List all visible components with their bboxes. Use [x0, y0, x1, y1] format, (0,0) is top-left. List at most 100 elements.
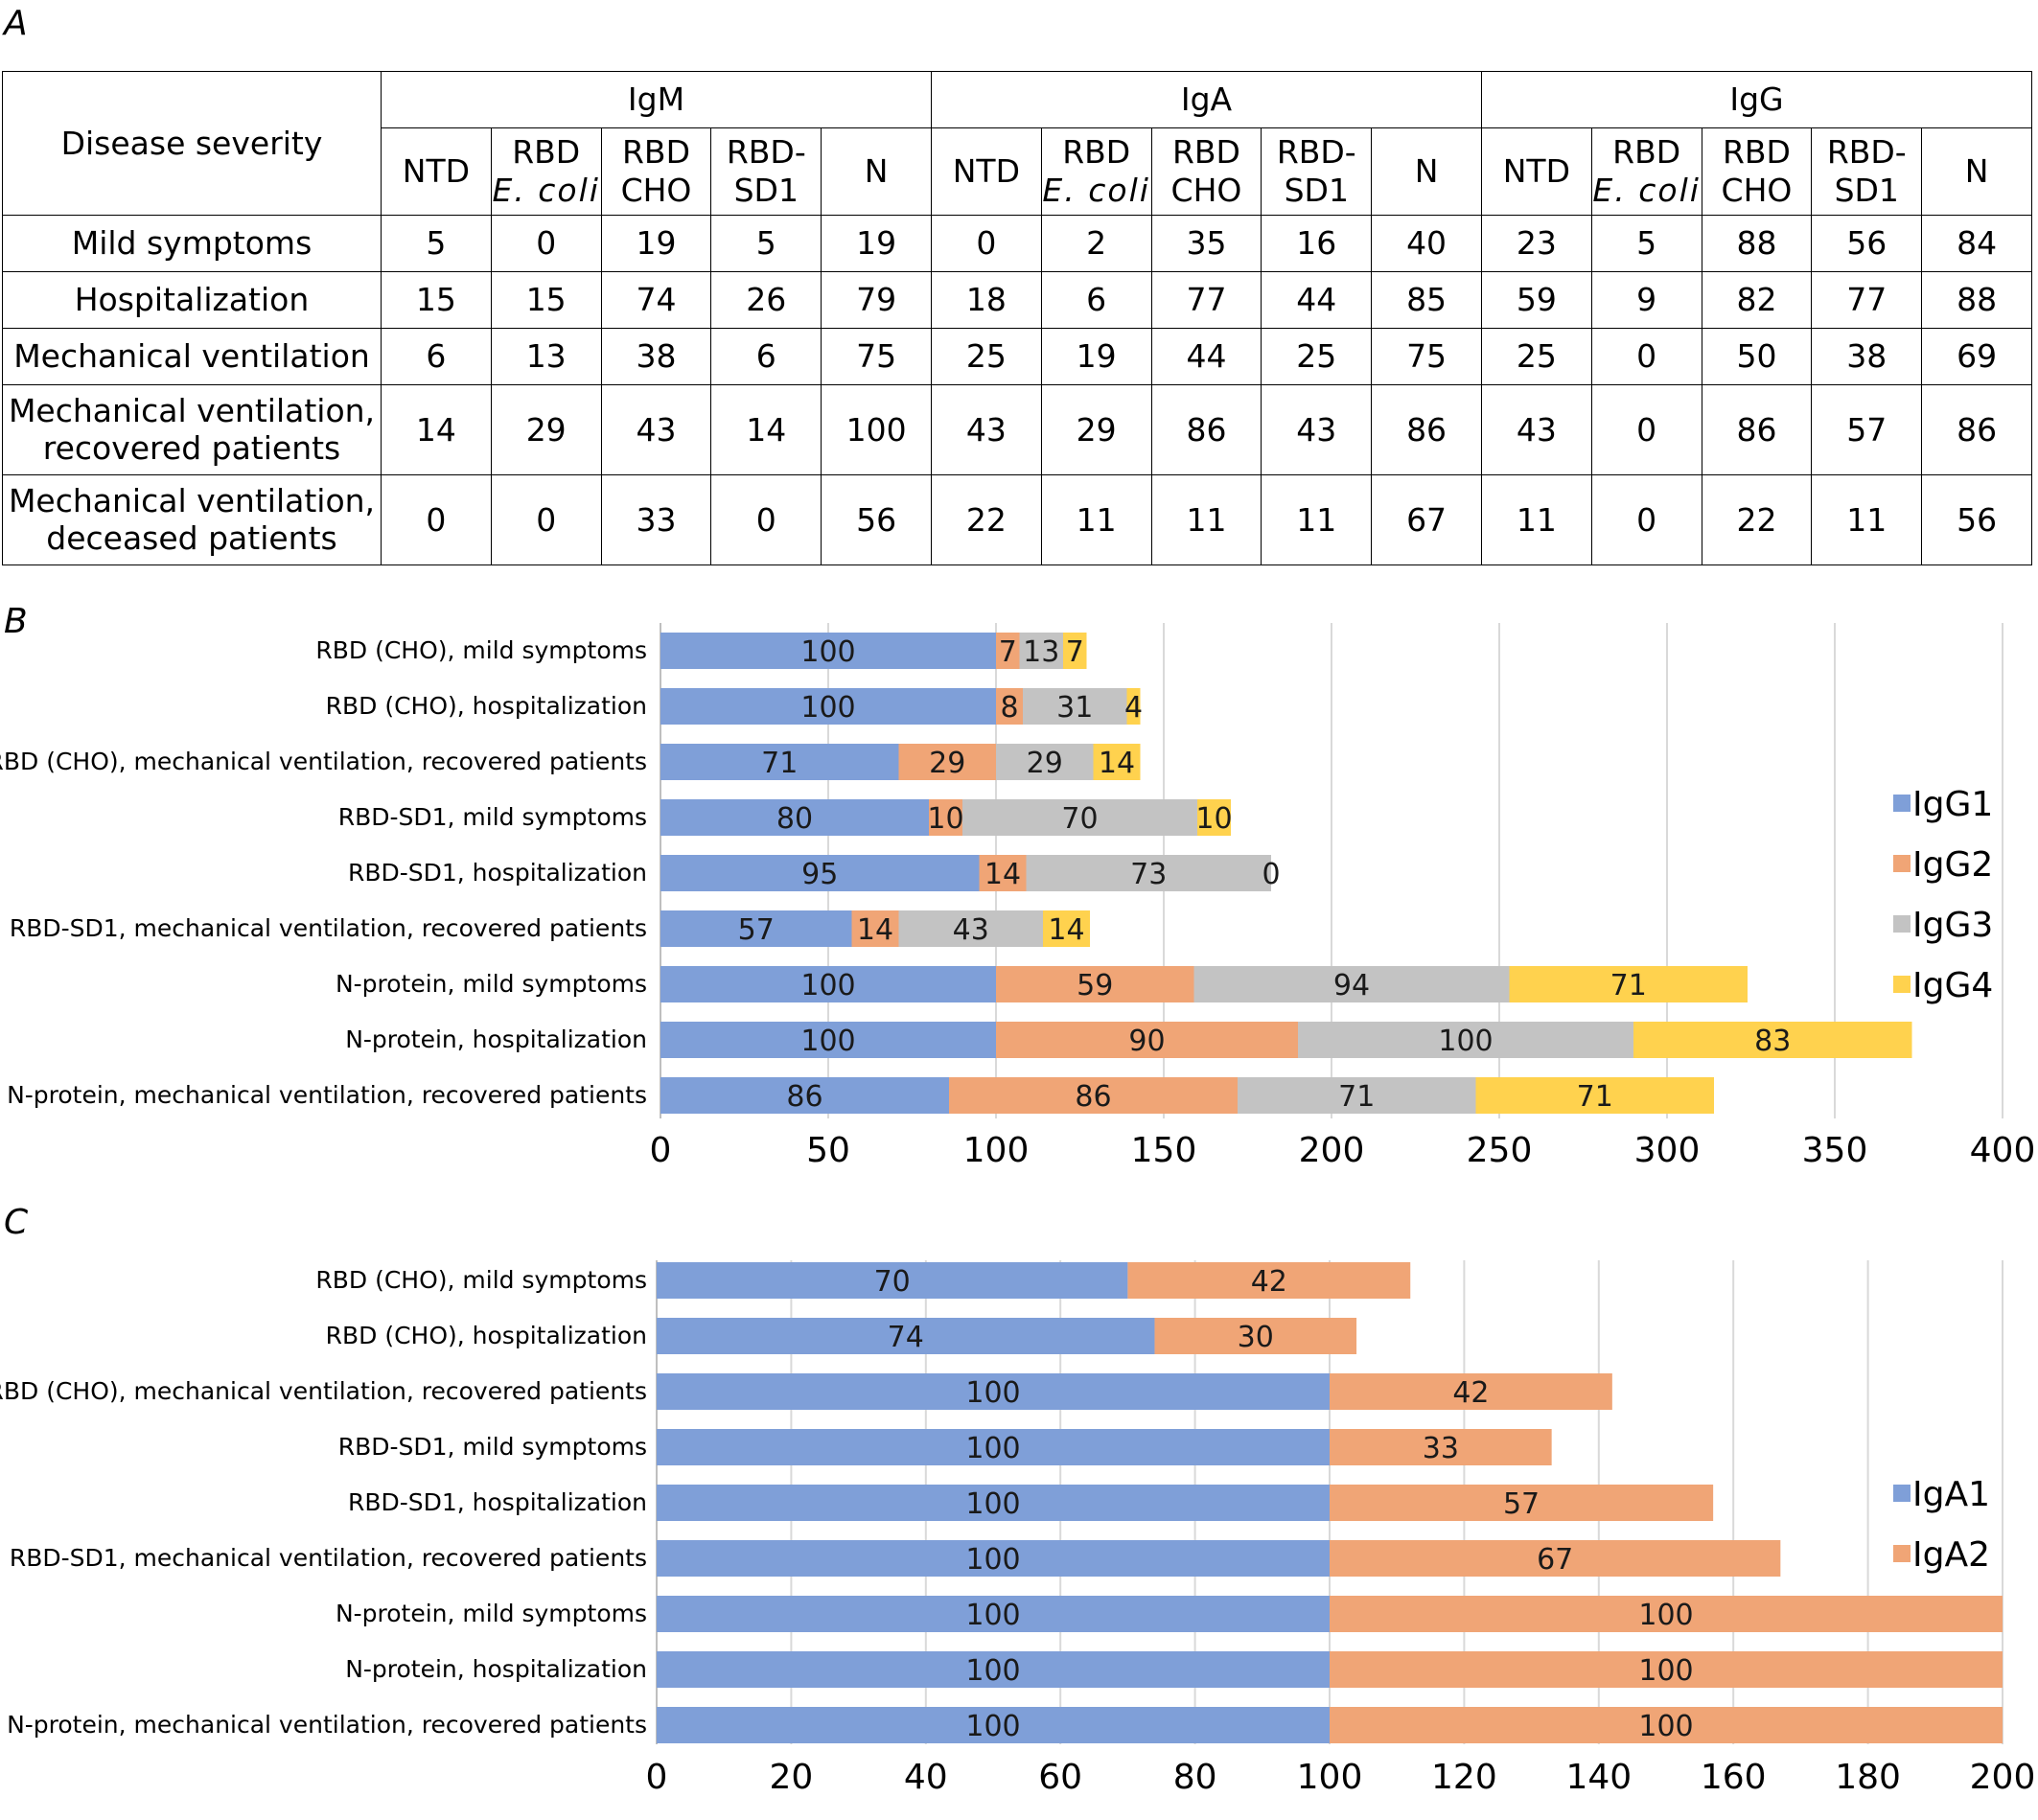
panel-label-a: A: [4, 4, 28, 43]
bar-segment-igg4: [1063, 633, 1087, 669]
table-cell: 75: [821, 327, 932, 385]
category-label: RBD-SD1, hospitalization: [348, 1488, 647, 1516]
subheader-igm-2: RBD CHO: [600, 127, 712, 216]
bar-segment-igg1: [660, 744, 899, 780]
table-cell: 86: [1371, 383, 1482, 475]
x-tick-label: 250: [1467, 1131, 1533, 1170]
table-row: Hospitalization 15 15 74 26 79 18 6 77 44 85 59 9 82 7…: [2, 270, 2032, 329]
table-cell: 43: [1261, 383, 1373, 475]
legend-label: IgG4: [1912, 966, 1993, 1005]
bar-segment-iga1: [657, 1429, 1330, 1465]
table-cell: 50: [1701, 327, 1813, 385]
table-cell: 67: [1371, 473, 1482, 566]
table-cell: 56: [821, 473, 932, 566]
category-label: RBD (CHO), mechanical ventilation, recov…: [0, 1377, 647, 1405]
bar-segment-iga2: [1127, 1262, 1411, 1299]
table-cell: 86: [1921, 383, 2032, 475]
subheader-iga-0: NTD: [930, 127, 1042, 216]
table-cell: 85: [1371, 270, 1482, 329]
data-label: 57: [738, 913, 775, 947]
table-cell: 5: [710, 215, 822, 272]
bar-segment-igg2: [949, 1077, 1238, 1114]
bar-segment-igg4: [1475, 1077, 1714, 1114]
category-label: RBD-SD1, mild symptoms: [338, 803, 647, 831]
data-label: 100: [965, 1376, 1020, 1410]
category-label: RBD-SD1, mechanical ventilation, recover…: [10, 914, 647, 942]
legend-label: IgG1: [1912, 785, 1993, 824]
subheader-igg-1: RBD E. coli: [1590, 127, 1702, 216]
table-cell: 88: [1921, 270, 2032, 329]
data-label: 80: [776, 802, 813, 836]
severity-table: Disease severity IgM IgA IgG NTD RBD E. co…: [2, 71, 2033, 566]
table-cell: 13: [490, 327, 602, 385]
legend-swatch: [1893, 1545, 1911, 1562]
data-label: 100: [800, 635, 855, 669]
subheader-iga-4: N: [1371, 127, 1482, 216]
legend-swatch: [1893, 1485, 1911, 1502]
table-cell: 23: [1480, 215, 1592, 272]
x-tick-label: 100: [1297, 1758, 1363, 1797]
data-label: 67: [1537, 1543, 1573, 1577]
bar-segment-igg3: [1026, 855, 1271, 891]
bar-segment-igg1: [660, 688, 996, 725]
bar-segment-iga1: [657, 1485, 1330, 1521]
row-label: Mild symptoms: [2, 215, 382, 272]
data-label: 71: [1338, 1080, 1375, 1114]
data-label: 100: [965, 1599, 1020, 1632]
table-cell: 0: [710, 473, 822, 566]
bar-segment-iga1: [657, 1262, 1128, 1299]
data-label: 71: [1610, 969, 1647, 1002]
data-label: 71: [761, 747, 798, 780]
table-cell: 44: [1150, 327, 1262, 385]
bar-segment-igg4: [1093, 744, 1141, 780]
data-label: 86: [786, 1080, 822, 1114]
table-cell: 35: [1150, 215, 1262, 272]
table-cell: 15: [490, 270, 602, 329]
x-tick-label: 120: [1431, 1758, 1497, 1797]
table-cell: 5: [381, 215, 492, 272]
data-label: 100: [800, 1025, 855, 1058]
bar-segment-iga2: [1330, 1485, 1714, 1521]
table-cell: 33: [600, 473, 712, 566]
table-cell: 56: [1921, 473, 2032, 566]
data-label: 33: [1423, 1432, 1459, 1465]
data-label: 14: [984, 858, 1021, 891]
legend-swatch: [1893, 976, 1911, 993]
legend-swatch: [1893, 795, 1911, 812]
x-tick-label: 60: [1038, 1758, 1082, 1797]
x-tick-label: 80: [1173, 1758, 1217, 1797]
category-label: RBD-SD1, hospitalization: [348, 859, 647, 887]
data-label: 90: [1128, 1025, 1165, 1058]
table-cell: 5: [1590, 215, 1702, 272]
data-label: 13: [1023, 635, 1059, 669]
table-cell: 84: [1921, 215, 2032, 272]
bar-segment-igg4: [1197, 799, 1231, 836]
bar-segment-igg2: [996, 688, 1023, 725]
bar-segment-igg1: [660, 910, 852, 947]
bar-segment-igg1: [660, 1022, 996, 1058]
table-cell: 11: [1150, 473, 1262, 566]
data-label: 59: [1077, 969, 1113, 1002]
table-cell: 9: [1590, 270, 1702, 329]
bar-segment-iga2: [1330, 1596, 2003, 1632]
table-row: Mechanical ventilation, recovered patien…: [2, 383, 2032, 475]
data-label: 29: [1027, 747, 1063, 780]
bar-segment-igg3: [996, 744, 1094, 780]
bar-segment-iga2: [1330, 1651, 2003, 1688]
table-cell: 43: [600, 383, 712, 475]
category-label: RBD (CHO), hospitalization: [326, 692, 647, 720]
table-row: Mechanical ventilation 6 13 38 6 75 25 19 44 25 75…: [2, 327, 2032, 385]
bar-segment-igg2: [979, 855, 1027, 891]
subheader-igm-4: N: [821, 127, 932, 216]
panel-label-c: C: [4, 1203, 29, 1242]
bar-segment-iga2: [1330, 1540, 1781, 1577]
bar-segment-igg3: [1238, 1077, 1476, 1114]
table-cell: 43: [1480, 383, 1592, 475]
bar-segment-igg1: [660, 966, 996, 1002]
bar-segment-igg1: [660, 855, 980, 891]
category-label: N-protein, mild symptoms: [336, 970, 647, 998]
bar-segment-iga1: [657, 1373, 1330, 1410]
data-label: 100: [1638, 1654, 1693, 1688]
x-tick-label: 300: [1634, 1131, 1701, 1170]
table-cell: 29: [490, 383, 602, 475]
